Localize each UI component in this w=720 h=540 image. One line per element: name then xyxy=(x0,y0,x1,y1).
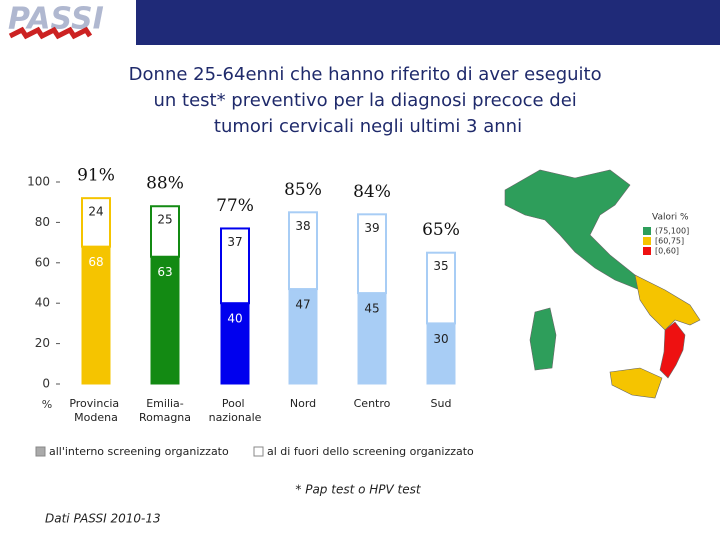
y-tick-label: 100 xyxy=(27,175,50,189)
x-tick-label: Sud xyxy=(431,397,452,410)
data-label: 30 xyxy=(433,332,448,346)
x-tick-label: Pool nazionale xyxy=(209,397,262,424)
header-bar xyxy=(136,0,720,45)
data-label: 37 xyxy=(227,235,242,249)
data-label: 38 xyxy=(295,219,310,233)
total-label: 77% xyxy=(216,196,254,216)
x-tick-label: Centro xyxy=(354,397,391,410)
total-label: 91% xyxy=(77,166,115,186)
map-legend-label: [60,75] xyxy=(655,237,684,246)
data-label: 47 xyxy=(295,298,310,312)
total-label: 85% xyxy=(284,180,322,200)
data-label: 40 xyxy=(227,312,242,326)
total-label: 65% xyxy=(422,220,460,240)
map-calabria xyxy=(659,321,686,379)
y-tick-label: 40 xyxy=(35,296,50,310)
bar-segment xyxy=(357,292,387,385)
data-label: 35 xyxy=(433,259,448,273)
map xyxy=(504,169,701,399)
bar-segment xyxy=(150,205,180,258)
y-tick-label: 20 xyxy=(35,336,50,350)
bar-segment xyxy=(288,211,318,291)
chart-title: Donne 25-64enni che hanno riferito di av… xyxy=(129,64,608,137)
bar-segment xyxy=(426,322,456,385)
map-legend-swatch xyxy=(643,237,651,245)
map-legend-label: (75,100] xyxy=(655,227,689,236)
x-tick-label: Provincia Modena xyxy=(69,397,122,424)
map-legend-swatch xyxy=(643,247,651,255)
x-tick-label: Emilia-Romagna xyxy=(139,397,191,424)
bar-segment xyxy=(426,251,456,325)
bar-segment xyxy=(81,197,111,248)
legend-swatch xyxy=(253,446,264,457)
logo-decoration xyxy=(8,26,93,40)
data-label: 25 xyxy=(157,213,172,227)
map-legend-title: Valori % xyxy=(652,213,689,223)
map-legend-label: [0,60] xyxy=(655,247,679,256)
footnote: * Pap test o HPV test xyxy=(295,483,421,497)
data-label: 45 xyxy=(364,302,379,316)
y-tick-label: 80 xyxy=(35,215,50,229)
bar-segment xyxy=(220,227,250,305)
y-tick-label: 60 xyxy=(35,255,50,269)
map-legend-swatch xyxy=(643,227,651,235)
data-label: 68 xyxy=(88,255,103,269)
bar-segment xyxy=(357,213,387,295)
legend-swatch xyxy=(35,446,46,457)
total-label: 88% xyxy=(146,174,184,194)
bar-segment xyxy=(220,302,250,385)
map-sicily xyxy=(609,367,663,399)
data-label: 39 xyxy=(364,221,379,235)
bar-segment xyxy=(150,256,180,385)
data-label: 63 xyxy=(157,265,172,279)
legend-label: al di fuori dello screening organizzato xyxy=(267,445,474,458)
y-tick-label: 0 xyxy=(42,377,50,391)
total-label: 84% xyxy=(353,182,391,202)
bar-segment xyxy=(288,288,318,385)
y-axis-label: % xyxy=(42,398,52,411)
map-south xyxy=(634,274,701,331)
map-sardinia xyxy=(529,307,557,371)
legend-label: all'interno screening organizzato xyxy=(49,445,229,458)
data-label: 24 xyxy=(88,205,103,219)
x-tick-label: Nord xyxy=(290,397,316,410)
source: Dati PASSI 2010-13 xyxy=(45,512,161,526)
